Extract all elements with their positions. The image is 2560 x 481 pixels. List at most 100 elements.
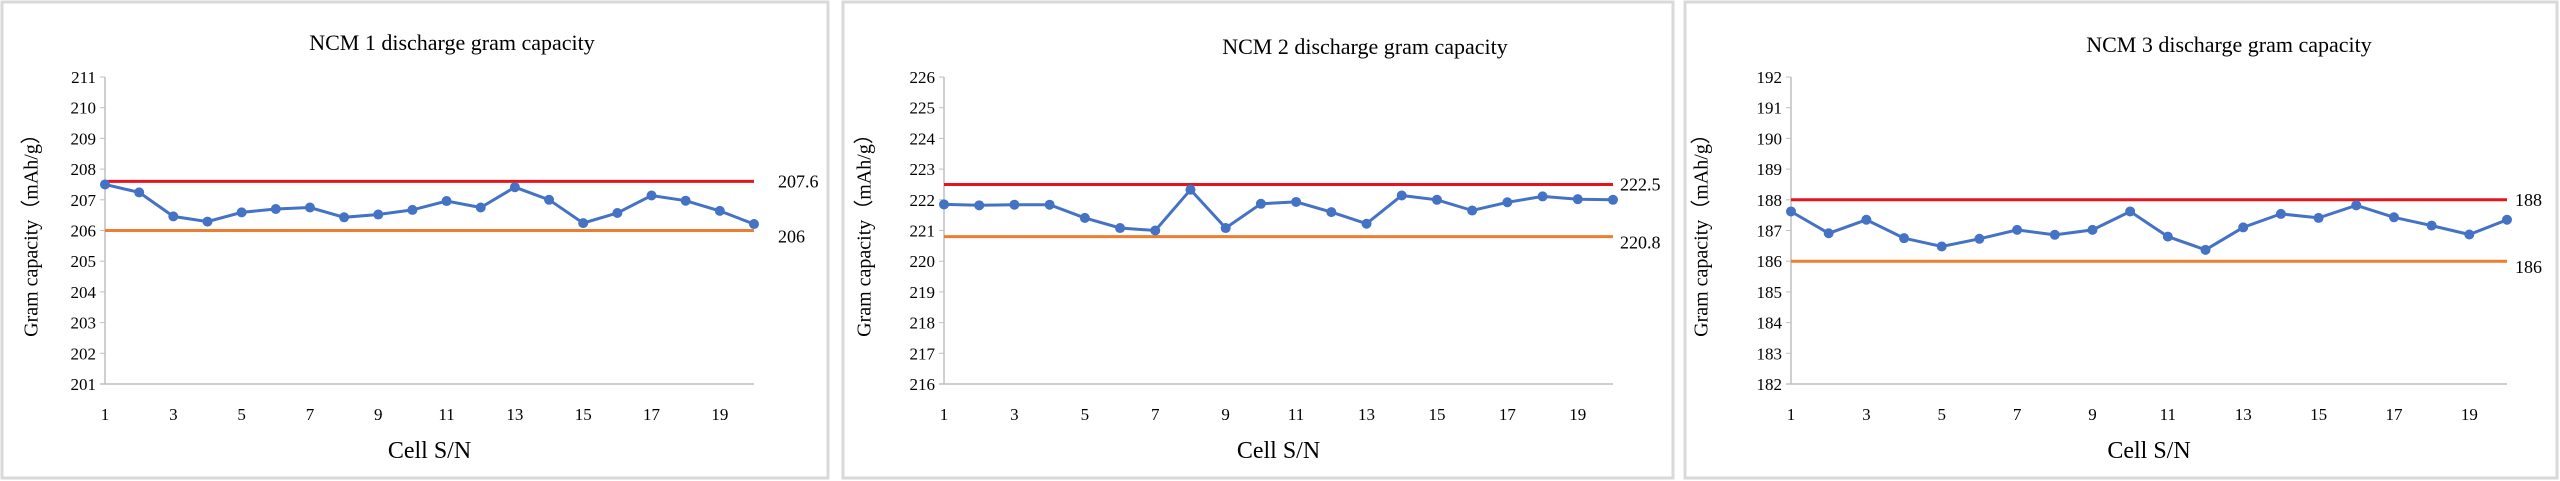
x-tick-label: 11 [1288, 405, 1304, 424]
y-axis-title: Gram capacity（mAh/g） [853, 124, 876, 337]
x-tick-label: 9 [374, 405, 383, 424]
data-point [509, 182, 520, 193]
data-point [612, 208, 623, 219]
data-point [1150, 225, 1161, 236]
data-point [2464, 229, 2475, 240]
data-point [1361, 218, 1372, 229]
data-point [1936, 241, 1947, 252]
upper-limit-label: 207.6 [778, 171, 819, 191]
y-axis-title: Gram capacity（mAh/g） [20, 124, 43, 337]
series-line [1790, 203, 2508, 252]
data-point [1974, 233, 1985, 244]
y-tick-label: 184 [1757, 314, 1783, 333]
x-tick-label: 11 [2160, 405, 2176, 424]
y-tick-label: 216 [910, 375, 936, 394]
data-point [407, 204, 418, 215]
chart-panel [0, 0, 830, 480]
x-tick-label: 17 [2385, 405, 2403, 424]
y-tick-label: 221 [910, 222, 936, 241]
y-tick-label: 210 [71, 99, 97, 118]
x-axis-title: Cell S/N [1237, 438, 1320, 464]
y-tick-label: 190 [1757, 129, 1783, 148]
y-tick-label: 211 [71, 68, 96, 87]
x-tick-label: 5 [1937, 405, 1946, 424]
chart-title: NCM 1 discharge gram capacity [309, 30, 595, 55]
data-point [939, 199, 949, 210]
upper-limit-label: 188 [2515, 190, 2542, 210]
y-tick-label: 191 [1757, 99, 1783, 118]
data-point [2313, 212, 2324, 223]
data-point [2125, 206, 2136, 217]
x-tick-label: 13 [506, 405, 523, 424]
chart-title: NCM 2 discharge gram capacity [1222, 34, 1508, 59]
data-point [202, 216, 213, 227]
data-point [1467, 205, 1478, 216]
data-point [1009, 199, 1020, 210]
y-tick-label: 186 [1757, 252, 1783, 271]
y-tick-label: 202 [71, 344, 97, 363]
x-tick-label: 15 [575, 405, 592, 424]
series-line [943, 187, 1614, 233]
y-tick-label: 208 [71, 160, 97, 179]
y-tick-label: 201 [71, 375, 97, 394]
data-point [339, 212, 350, 223]
x-tick-label: 17 [643, 405, 661, 424]
y-axis-title: Gram capacity（mAh/g） [1690, 124, 1713, 337]
x-tick-label: 7 [306, 405, 315, 424]
data-point [304, 202, 315, 213]
x-tick-label: 7 [1151, 405, 1160, 424]
data-point [1291, 196, 1302, 207]
x-tick-label: 13 [1358, 405, 1375, 424]
y-tick-label: 206 [71, 222, 97, 241]
data-point [714, 205, 725, 216]
data-point [749, 219, 759, 230]
data-point [1326, 207, 1337, 218]
x-tick-label: 3 [1862, 405, 1871, 424]
data-point [2087, 224, 2098, 235]
data-point [578, 218, 589, 229]
data-point [2275, 208, 2286, 219]
lower-limit-label: 206 [778, 227, 805, 247]
data-point [1502, 197, 1513, 208]
data-point [646, 190, 657, 201]
y-tick-label: 224 [910, 129, 936, 148]
x-tick-label: 15 [2310, 405, 2327, 424]
y-tick-label: 218 [910, 314, 936, 333]
y-tick-label: 185 [1757, 283, 1783, 302]
data-point [373, 209, 384, 220]
y-tick-label: 203 [71, 314, 97, 333]
data-point [1185, 184, 1196, 195]
y-tick-label: 183 [1757, 344, 1783, 363]
x-tick-label: 19 [711, 405, 728, 424]
y-tick-label: 207 [71, 191, 97, 210]
y-tick-label: 209 [71, 129, 97, 148]
y-tick-label: 222 [910, 191, 936, 210]
y-tick-label: 187 [1757, 222, 1783, 241]
y-tick-label: 225 [910, 99, 936, 118]
data-point [1220, 223, 1231, 234]
chart-2: NCM 2 discharge gram capacity 216 217 218 21… [841, 0, 1675, 480]
data-point [1786, 206, 1796, 217]
x-tick-label: 3 [169, 405, 178, 424]
chart-title: NCM 3 discharge gram capacity [2086, 32, 2372, 57]
chart-panel [1683, 0, 2559, 480]
data-point [134, 187, 145, 198]
series-line [104, 182, 755, 226]
data-point [2238, 222, 2249, 233]
data-point [2426, 220, 2437, 231]
x-tick-label: 5 [1081, 405, 1090, 424]
x-tick-label: 9 [2088, 405, 2097, 424]
data-point [168, 211, 179, 222]
data-point [1899, 233, 1910, 244]
lower-limit-label: 220.8 [1620, 233, 1661, 253]
y-tick-label: 192 [1757, 68, 1783, 87]
data-point [1823, 228, 1834, 239]
data-point [2162, 231, 2173, 242]
x-tick-label: 19 [1569, 405, 1586, 424]
y-tick-label: 219 [910, 283, 936, 302]
chart-3: NCM 3 discharge gram capacity 182 183 184 18… [1683, 0, 2559, 480]
chart-1: NCM 1 discharge gram capacity 201 202 203 20… [0, 0, 830, 480]
data-point [1537, 191, 1548, 202]
data-point [2388, 212, 2399, 223]
y-tick-label: 204 [71, 283, 97, 302]
